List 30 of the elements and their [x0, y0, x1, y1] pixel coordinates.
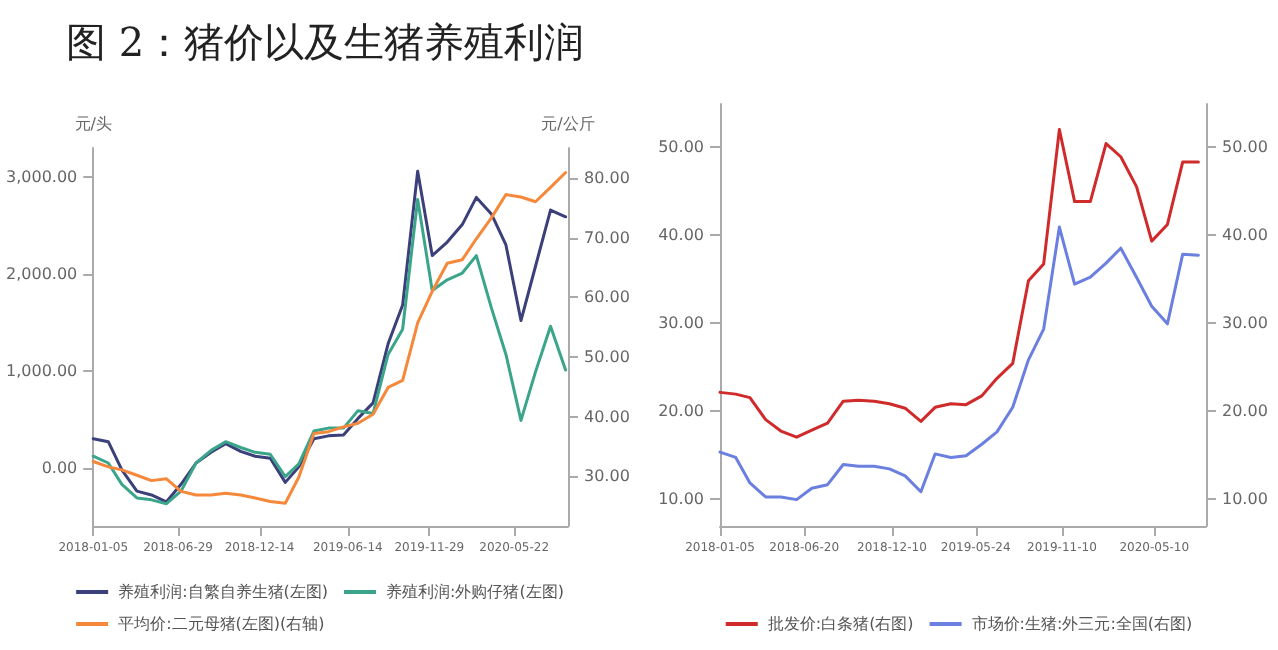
y2-tick-label: 50.00 [584, 348, 630, 366]
y-tick-label: 40.00 [658, 226, 704, 244]
y2-tick-label: 50.00 [1222, 138, 1268, 157]
y-tick-label: 10.00 [658, 489, 704, 508]
y2-axis-title: 元/公斤 [541, 115, 595, 133]
y2-tick-label: 30.00 [584, 467, 630, 486]
y2-tick-label: 20.00 [1222, 401, 1268, 420]
y-tick-label: 3,000.00 [6, 168, 78, 187]
y-tick-label: 20.00 [658, 401, 704, 420]
y-tick-label: 0.00 [41, 458, 78, 477]
line-series [718, 128, 1200, 439]
y2-tick-label: 10.00 [1222, 489, 1268, 508]
y-tick-label: 2,000.00 [6, 265, 78, 283]
y-tick-label: 30.00 [658, 313, 704, 332]
y-axis-title: 元/头 [74, 115, 112, 133]
legend-label: 养殖利润:外购仔猪(左图) [386, 583, 564, 601]
legend-label: 批发价:白条猪(右图) [767, 615, 914, 633]
y2-tick-label: 30.00 [1222, 313, 1268, 332]
y2-tick-label: 60.00 [584, 288, 630, 307]
chart-title: 图 2：猪价以及生猪养殖利润 [66, 18, 585, 66]
legend-label: 养殖利润:自繁自养生猪(左图) [118, 583, 328, 601]
legend-label: 市场价:生猪:外三元:全国(右图) [971, 615, 1193, 633]
line-series [718, 225, 1200, 502]
y-tick-label: 1,000.00 [6, 361, 78, 380]
legend-label: 平均价:二元母猪(左图)(右轴) [118, 615, 325, 633]
y-tick-label: 50.00 [658, 138, 704, 157]
y2-tick-label: 70.00 [584, 228, 630, 247]
y2-tick-label: 40.00 [1222, 226, 1268, 244]
y2-tick-label: 40.00 [584, 407, 630, 426]
y2-tick-label: 80.00 [584, 168, 630, 187]
